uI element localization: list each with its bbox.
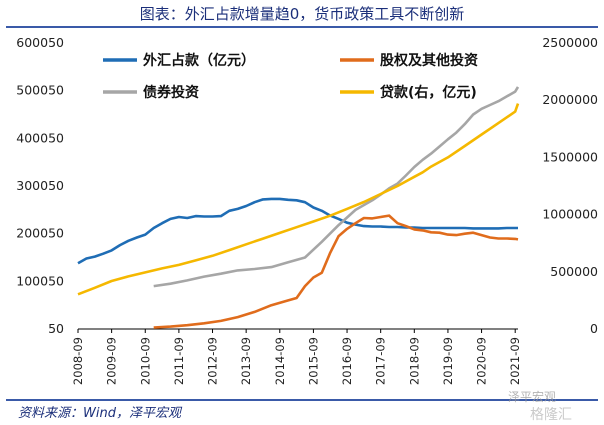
x-tick-label: 2010-09	[138, 337, 152, 385]
legend-label-0: 外汇占款（亿元）	[143, 52, 255, 69]
watermark-logo-text: 格隆汇	[530, 407, 572, 423]
y-left-tick-label: 500050	[16, 83, 64, 98]
footer-divider	[6, 399, 598, 401]
x-tick-label: 2017-09	[374, 337, 388, 385]
x-tick-label: 2009-09	[105, 337, 119, 385]
series-line-0	[77, 197, 518, 265]
x-tick-label: 2011-09	[172, 337, 186, 385]
x-tick-label: 2019-09	[441, 337, 455, 385]
x-tick-label: 2012-09	[206, 337, 220, 385]
legend-label-2: 债券投资	[143, 84, 199, 101]
y-right-tick-label: 0	[590, 321, 598, 336]
x-tick-label: 2020-09	[475, 337, 489, 385]
x-tick-label: 2021-09	[508, 337, 522, 385]
chart-title: 图表：外汇占款增量趋0，货币政策工具不断创新	[139, 5, 465, 23]
x-tick-label: 2013-09	[239, 337, 253, 385]
x-tick-label: 2008-09	[71, 337, 85, 385]
y-left-tick-label: 50	[48, 321, 64, 336]
axes-layer: 50 100050 200050 300050 400050 500050 600050 0 5…	[16, 35, 598, 385]
x-tick-label: 2018-09	[407, 337, 421, 385]
y-left-tick-label: 600050	[16, 35, 64, 50]
y-left-tick-label: 300050	[16, 178, 64, 193]
legend-label-1: 股权及其他投资	[380, 52, 478, 69]
y-left-tick-label: 400050	[16, 130, 64, 145]
y-right-tick-label: 2000000	[542, 92, 598, 107]
y-right-tick-label: 500000	[550, 264, 598, 279]
x-tick-label: 2015-09	[306, 337, 320, 385]
source-note: 资料来源：Wind，泽平宏观	[18, 406, 181, 421]
legend-label-3: 贷款(右，亿元)	[380, 84, 477, 101]
x-tick-label: 2014-09	[273, 337, 287, 385]
series-layer	[77, 86, 520, 329]
y-right-tick-label: 2500000	[542, 35, 598, 50]
y-right-tick-label: 1500000	[542, 149, 598, 164]
series-line-1	[153, 214, 519, 329]
y-left-tick-label: 200050	[16, 226, 64, 241]
title-divider	[6, 26, 598, 28]
x-tick-label: 2016-09	[340, 337, 354, 385]
watermark-text: 泽平宏观	[508, 390, 557, 404]
series-line-2	[153, 86, 520, 288]
series-line-3	[77, 103, 520, 296]
y-right-tick-label: 1000000	[542, 207, 598, 222]
y-left-tick-label: 100050	[16, 273, 64, 288]
